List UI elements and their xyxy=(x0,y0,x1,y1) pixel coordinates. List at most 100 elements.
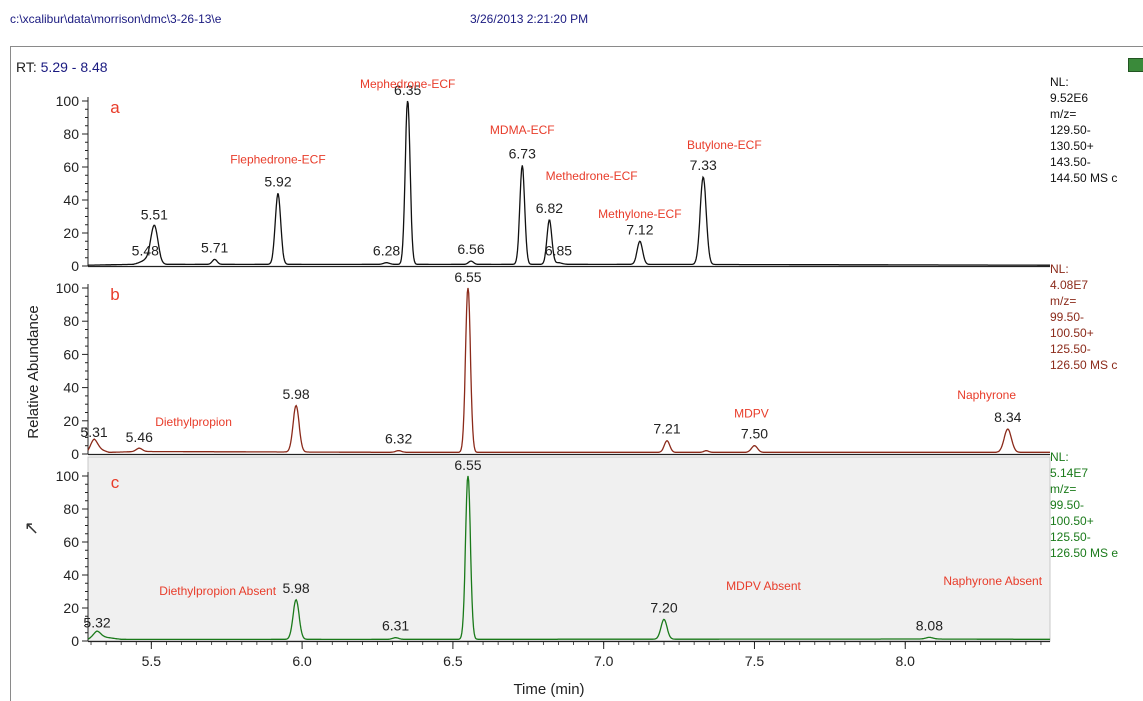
pin-icon[interactable] xyxy=(1128,58,1143,72)
peak-label: 8.34 xyxy=(994,409,1021,425)
panel-c-trace xyxy=(87,475,1051,641)
peak-label: 6.82 xyxy=(536,200,563,216)
nl-info-line: 100.50+ xyxy=(1050,326,1094,340)
nl-info-line: 125.50- xyxy=(1050,342,1091,356)
compound-label: MDPV xyxy=(734,406,769,420)
compound-label: Naphyrone xyxy=(957,388,1016,402)
peak-label: 7.21 xyxy=(653,421,680,437)
rt-label: RT: xyxy=(16,59,37,75)
panel-c-background xyxy=(87,456,1051,642)
x-tick-label: 7.5 xyxy=(745,653,765,669)
file-path: c:\xcalibur\data\morrison\dmc\3-26-13\e xyxy=(10,12,222,26)
peak-label: 6.85 xyxy=(545,243,572,259)
peak-label: 6.56 xyxy=(457,241,484,257)
x-axis-title: Time (min) xyxy=(513,681,584,698)
peak-label: 5.51 xyxy=(141,206,168,222)
peak-label: 7.20 xyxy=(650,600,677,616)
panel-a-y-tick-label: 20 xyxy=(63,225,79,241)
nl-info-line: 126.50 MS c xyxy=(1050,358,1118,372)
peak-label: 5.31 xyxy=(80,424,107,440)
cursor-arrow-icon: ↖ xyxy=(24,518,40,538)
peak-label: 5.48 xyxy=(132,243,159,259)
x-tick-label: 6.0 xyxy=(292,653,312,669)
nl-info-line: 99.50- xyxy=(1050,310,1085,324)
panel-b-y-tick-label: 40 xyxy=(63,380,79,396)
panel-b-nl-info: NL: 4.08E7 m/z= 99.50- 100.50+ 125.50- 126.50 … xyxy=(1050,261,1117,373)
panel-b-y-tick-label: 20 xyxy=(63,413,79,429)
peak-label: 7.12 xyxy=(626,221,653,237)
panel-c-y-tick-label: 80 xyxy=(63,501,79,517)
compound-label: Diethylpropion Absent xyxy=(159,584,276,598)
nl-info-line: NL: xyxy=(1050,262,1069,276)
nl-info-line: 99.50- xyxy=(1050,498,1085,512)
panel-a-nl-info: NL: 9.52E6 m/z= 129.50- 130.50+ 143.50- 144.50… xyxy=(1050,74,1117,186)
window-header: c:\xcalibur\data\morrison\dmc\3-26-13\e … xyxy=(0,0,1143,36)
x-tick-label: 6.5 xyxy=(443,653,463,669)
x-tick-label: 5.5 xyxy=(142,653,162,669)
panel-b-y-tick-label: 100 xyxy=(56,280,80,296)
peak-label: 6.28 xyxy=(373,243,400,259)
peak-label: 6.55 xyxy=(454,269,481,285)
peak-label: 7.33 xyxy=(690,157,717,173)
y-axis-title: Relative Abundance xyxy=(25,305,42,438)
peak-label: 5.98 xyxy=(282,386,309,402)
peak-label: 6.32 xyxy=(385,431,412,447)
panel-a-y-tick-label: 100 xyxy=(56,93,80,109)
nl-info-line: 129.50- xyxy=(1050,123,1091,137)
compound-label: Methylone-ECF xyxy=(598,207,681,221)
peak-label: 6.55 xyxy=(454,457,481,473)
rt-range-value: 5.29 - 8.48 xyxy=(40,59,108,75)
nl-info-line: m/z= xyxy=(1050,107,1077,121)
panel-b-y-tick-label: 0 xyxy=(71,446,79,462)
panel-c-y-tick-label: 20 xyxy=(63,600,79,616)
peak-label: 5.32 xyxy=(83,614,110,630)
nl-info-line: 126.50 MS e xyxy=(1050,546,1119,560)
chromatogram-frame xyxy=(10,46,1143,701)
panel-b-letter: b xyxy=(110,285,119,304)
x-tick-label: 7.0 xyxy=(594,653,614,669)
nl-info-line: 9.52E6 xyxy=(1050,91,1089,105)
x-tick-label: 8.0 xyxy=(896,653,916,669)
nl-info-line: 100.50+ xyxy=(1050,514,1094,528)
nl-info-line: 5.14E7 xyxy=(1050,466,1089,480)
nl-info-line: 4.08E7 xyxy=(1050,278,1089,292)
panel-a-letter: a xyxy=(110,98,120,117)
compound-label: Flephedrone-ECF xyxy=(230,153,325,167)
compound-label: Naphyrone Absent xyxy=(943,574,1042,588)
compound-label: Diethylpropion xyxy=(155,415,232,429)
nl-info-line: NL: xyxy=(1050,450,1069,464)
nl-info-line: 125.50- xyxy=(1050,530,1091,544)
nl-info-line: 143.50- xyxy=(1050,155,1091,169)
panel-b-y-tick-label: 80 xyxy=(63,313,79,329)
peak-label: 8.08 xyxy=(916,618,943,634)
compound-label: MDPV Absent xyxy=(726,579,801,593)
panel-c-y-tick-label: 100 xyxy=(56,468,80,484)
peak-label: 7.50 xyxy=(741,426,768,442)
compound-label: MDMA-ECF xyxy=(490,123,555,137)
panel-c-y-tick-label: 60 xyxy=(63,534,79,550)
panel-c-letter: c xyxy=(111,473,120,492)
panel-c-y-tick-label: 0 xyxy=(71,633,79,649)
compound-label: Butylone-ECF xyxy=(687,138,762,152)
peak-label: 5.46 xyxy=(126,429,153,445)
panel-a-y-tick-label: 60 xyxy=(63,159,79,175)
nl-info-line: m/z= xyxy=(1050,294,1077,308)
peak-label: 5.92 xyxy=(264,173,291,189)
panel-c-nl-info: NL: 5.14E7 m/z= 99.50- 100.50+ 125.50- 126.50 … xyxy=(1050,449,1118,561)
panel-a-y-tick-label: 40 xyxy=(63,192,79,208)
panel-a-y-tick-label: 80 xyxy=(63,126,79,142)
panel-a-trace xyxy=(88,100,1050,266)
nl-info-line: 130.50+ xyxy=(1050,139,1094,153)
peak-label: 6.35 xyxy=(394,82,421,98)
panel-b-y-tick-label: 60 xyxy=(63,346,79,362)
nl-info-line: NL: xyxy=(1050,75,1069,89)
rt-range-readout: RT: 5.29 - 8.48 xyxy=(16,59,108,75)
panel-a-y-tick-label: 0 xyxy=(71,258,79,274)
panel-c-y-tick-label: 40 xyxy=(63,567,79,583)
nl-info-line: m/z= xyxy=(1050,482,1077,496)
peak-label: 6.73 xyxy=(509,145,536,161)
peak-label: 5.98 xyxy=(282,580,309,596)
peak-label: 6.31 xyxy=(382,618,409,634)
compound-label: Mephedrone-ECF xyxy=(360,77,455,91)
